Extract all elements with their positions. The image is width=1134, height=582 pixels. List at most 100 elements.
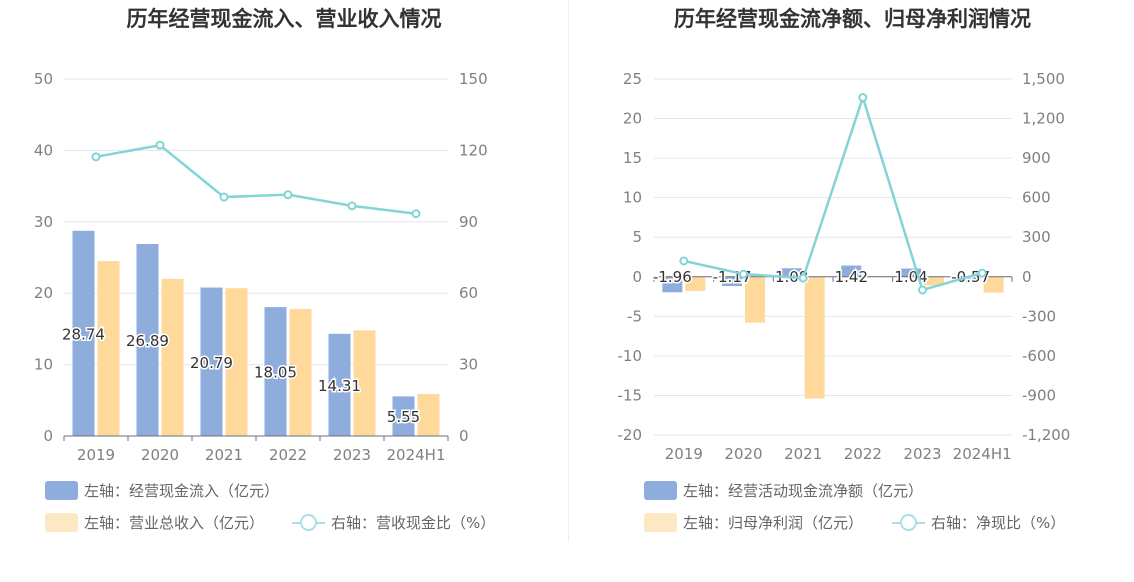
x-tick-label: 2023	[333, 446, 371, 464]
legend-item-net-profit[interactable]: 左轴：归母净利润（亿元）	[644, 512, 863, 533]
y-left-tick-label: -20	[618, 426, 643, 444]
line-point	[283, 190, 293, 200]
bar-blue	[662, 276, 683, 293]
legend-item-net-cash-ratio[interactable]: 右轴：净现比（%）	[892, 512, 1065, 533]
line-series	[95, 143, 417, 215]
y-left-tick-label: 10	[34, 356, 53, 374]
bar-orange	[161, 278, 184, 436]
y-left-tick-label: 0	[43, 427, 53, 445]
line-point	[91, 152, 101, 162]
line-point	[918, 285, 927, 295]
legend-line-symbol	[892, 513, 925, 532]
x-tick-label: 2019	[665, 445, 703, 463]
y-left-tick-label: 10	[623, 189, 642, 207]
y-left-tick-label: 25	[623, 70, 642, 88]
x-tick-label: 2021	[784, 445, 822, 463]
legend-swatch-orange	[45, 513, 78, 532]
y-right-tick-label: 150	[459, 70, 488, 88]
x-tick-label: 2022	[844, 445, 882, 463]
y-right-tick-label: 600	[1022, 189, 1051, 207]
data-label: 1.04	[894, 268, 927, 286]
legend-label: 左轴：归母净利润（亿元）	[683, 514, 864, 532]
data-label: 5.55	[387, 408, 420, 426]
data-label: 28.74	[62, 325, 105, 343]
line-series	[683, 93, 983, 292]
data-label: 18.05	[254, 364, 297, 382]
bar-orange	[983, 276, 1004, 293]
legend-line-symbol	[292, 513, 325, 532]
y-right-tick-label: 0	[1022, 268, 1032, 286]
line-point	[977, 268, 987, 278]
left-chart-title: 历年经营现金流入、营业收入情况	[126, 7, 442, 31]
data-label: -1.96	[653, 268, 692, 286]
bar-blue	[72, 230, 95, 436]
y-right-tick-label: -300	[1022, 307, 1056, 325]
bar-orange	[225, 288, 248, 436]
bar-orange	[417, 393, 440, 436]
x-tick-label: 2023	[903, 445, 941, 463]
bar-blue	[781, 268, 802, 277]
legend-item-net-cash-flow[interactable]: 左轴：经营活动现金流净额（亿元）	[644, 480, 923, 501]
x-tick-label: 2020	[724, 445, 762, 463]
y-left-tick-label: -5	[627, 307, 642, 325]
line-point	[798, 273, 808, 283]
line-point	[411, 209, 421, 219]
bar-orange	[745, 276, 765, 323]
bar-blue	[841, 265, 862, 277]
y-left-tick-label: -10	[618, 347, 643, 365]
line-point	[679, 256, 689, 266]
y-left-tick-label: 50	[34, 70, 53, 88]
right-chart-panel: 历年经营现金流净额、归母净利润情况 -20 -1,200 -15 -900 -10 -60…	[571, 0, 1134, 582]
bar-orange	[353, 330, 376, 436]
legend-item-revenue[interactable]: 左轴：营业总收入（亿元）	[45, 512, 264, 533]
legend-label: 左轴：经营现金流入（亿元）	[84, 482, 280, 500]
line-point	[858, 92, 868, 102]
legend-label: 右轴：营收现金比（%）	[331, 514, 496, 532]
y-left-tick-label: 5	[632, 228, 642, 246]
data-label: 14.31	[318, 377, 361, 395]
bar-blue	[328, 333, 351, 436]
x-tick-label: 2021	[205, 446, 243, 464]
right-chart-title: 历年经营现金流净额、归母净利润情况	[674, 7, 1031, 31]
bar-orange	[804, 276, 825, 399]
bar-blue	[392, 396, 415, 436]
y-right-tick-label: 1,500	[1022, 70, 1065, 88]
line-point	[155, 140, 165, 150]
y-right-tick-label: -1,200	[1022, 426, 1070, 444]
bar-blue	[264, 307, 287, 436]
x-tick-label: 2019	[77, 446, 115, 464]
line-point	[219, 192, 229, 202]
y-left-tick-label: -15	[618, 386, 643, 404]
y-right-tick-label: -900	[1022, 386, 1056, 404]
legend-label: 左轴：营业总收入（亿元）	[84, 514, 265, 532]
legend-swatch-orange	[644, 513, 677, 532]
y-right-tick-label: 90	[459, 213, 478, 231]
bar-blue	[960, 276, 981, 282]
right-chart-svg: -20 -1,200 -15 -900 -10 -600 -5 -300 0 0 5 300 10 600…	[618, 70, 1071, 463]
y-right-tick-label: 30	[459, 356, 478, 374]
bar-blue	[136, 244, 159, 436]
y-right-tick-label: 0	[459, 427, 469, 445]
y-left-tick-label: 15	[623, 149, 642, 167]
legend-item-cash-ratio[interactable]: 右轴：营收现金比（%）	[292, 512, 495, 533]
bar-blue	[722, 276, 742, 287]
y-right-tick-label: 300	[1022, 228, 1051, 246]
bar-orange	[97, 261, 120, 436]
y-right-tick-label: 60	[459, 284, 478, 302]
panel-divider	[568, 0, 569, 542]
left-chart-svg: 0 0 10 30 20 60 30 90 40 120 50 150 2019 2020 2021 2022…	[34, 70, 488, 464]
y-left-tick-label: 40	[34, 141, 53, 159]
y-left-tick-label: 20	[623, 110, 642, 128]
line-point	[347, 201, 357, 211]
y-left-tick-label: 20	[34, 284, 53, 302]
legend-label: 左轴：经营活动现金流净额（亿元）	[683, 482, 924, 500]
x-tick-label: 2022	[269, 446, 307, 464]
bar-blue	[200, 287, 223, 436]
legend-item-cash-inflow[interactable]: 左轴：经营现金流入（亿元）	[45, 480, 279, 501]
line-point	[739, 269, 748, 279]
y-right-tick-label: 900	[1022, 149, 1051, 167]
data-label: 1.42	[835, 268, 868, 286]
y-right-tick-label: 1,200	[1022, 110, 1065, 128]
data-label: 26.89	[126, 332, 169, 350]
bar-orange	[289, 308, 312, 436]
